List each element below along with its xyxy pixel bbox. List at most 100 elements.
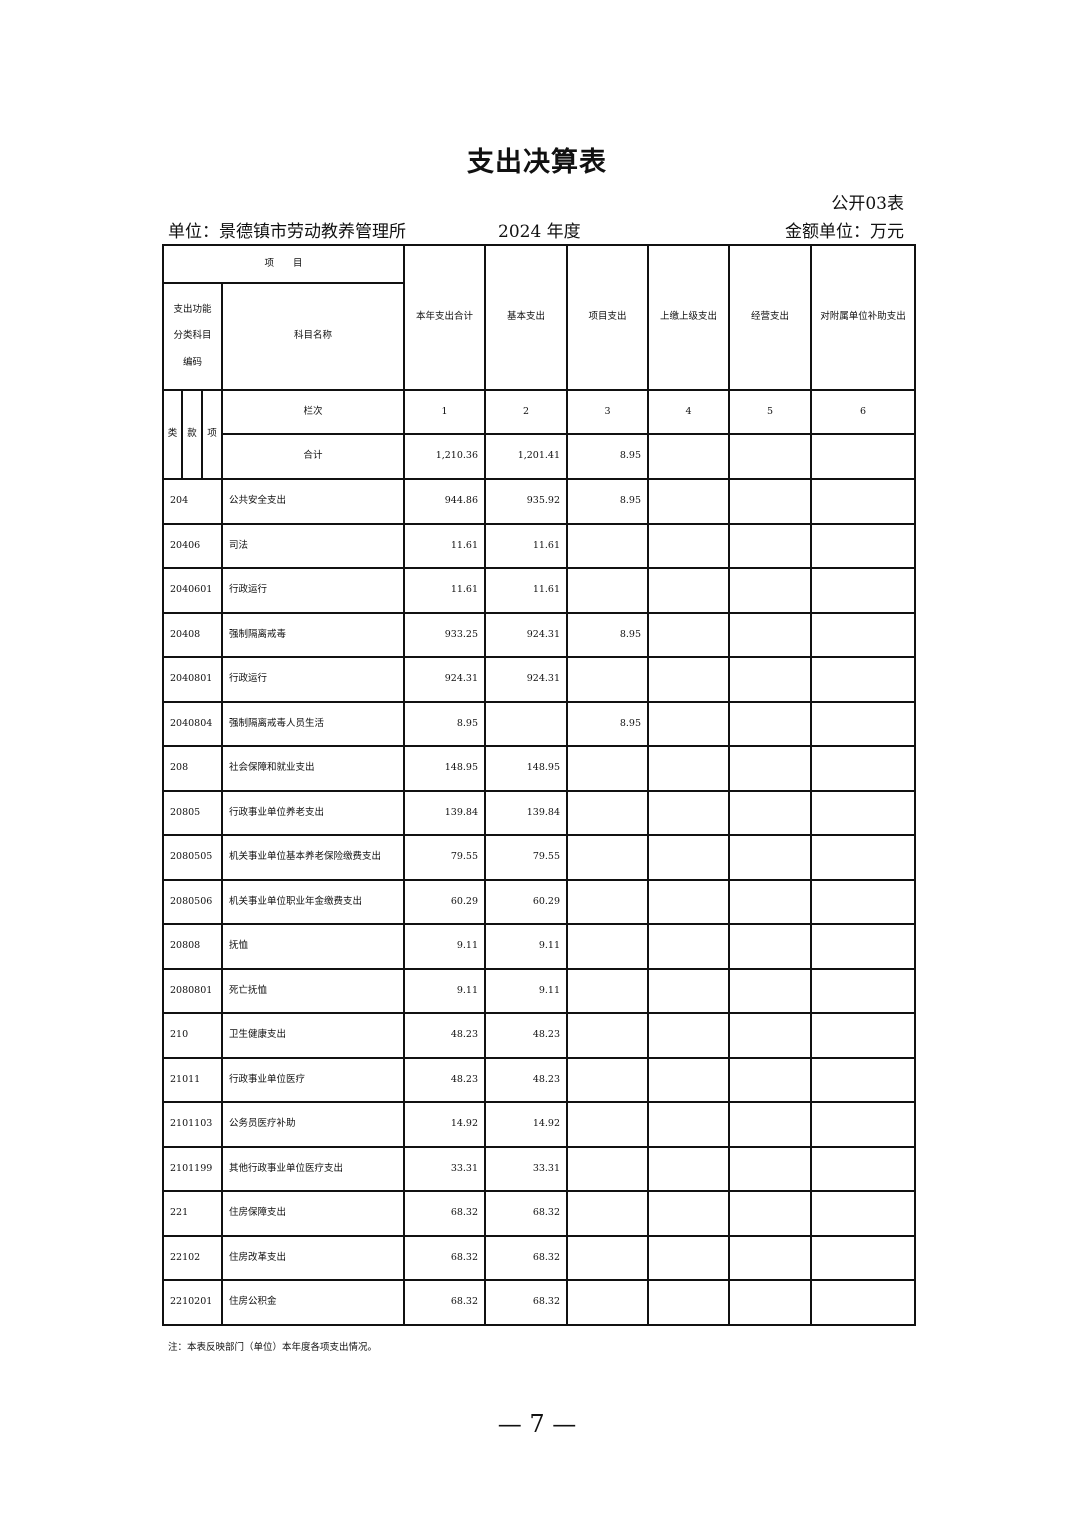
- row-code: 2101199: [162, 1145, 223, 1192]
- row-value: [566, 745, 650, 792]
- total-value: [810, 433, 917, 480]
- total-value: 1,210.36: [403, 433, 487, 480]
- row-value: 48.23: [403, 1012, 487, 1059]
- row-value: [647, 1056, 731, 1103]
- row-value: [728, 1279, 813, 1326]
- row-value: [728, 1234, 813, 1281]
- row-value: 148.95: [484, 745, 569, 792]
- table-row: 2040601 行政运行 11.61 11.61: [162, 567, 917, 614]
- row-value: 48.23: [403, 1056, 487, 1103]
- row-code: 2040801: [162, 656, 223, 703]
- row-value: 944.86: [403, 478, 487, 525]
- row-name: 住房保障支出: [220, 1190, 406, 1237]
- row-name: 公务员医疗补助: [220, 1101, 406, 1148]
- row-value: [728, 567, 813, 614]
- row-value: [566, 1101, 650, 1148]
- row-name: 机关事业单位基本养老保险缴费支出: [220, 834, 406, 881]
- row-value: [647, 478, 731, 525]
- table-row: 20408 强制隔离戒毒 933.25 924.31 8.95: [162, 611, 917, 658]
- row-value: [728, 478, 813, 525]
- row-value: 11.61: [484, 567, 569, 614]
- header-col: 项目支出: [566, 244, 650, 391]
- row-value: 9.11: [484, 967, 569, 1014]
- row-value: [728, 700, 813, 747]
- row-value: 8.95: [403, 700, 487, 747]
- expenditure-table: 项 目 本年支出合计 基本支出 项目支出 上缴上级支出 经营支出 对附属单位补助…: [161, 244, 917, 1326]
- form-number: 公开03表: [831, 194, 904, 214]
- row-code: 20408: [162, 611, 223, 658]
- row-value: [566, 923, 650, 970]
- table-row: 2080506 机关事业单位职业年金缴费支出 60.29 60.29: [162, 878, 917, 925]
- row-value: [728, 1012, 813, 1059]
- table-row: 2080801 死亡抚恤 9.11 9.11: [162, 967, 917, 1014]
- total-value: [647, 433, 731, 480]
- row-value: [647, 522, 731, 569]
- row-value: [647, 1234, 731, 1281]
- page-title: 支出决算表: [467, 147, 607, 178]
- row-value: 9.11: [403, 923, 487, 970]
- total-label: 合计: [220, 433, 406, 480]
- header-name: 科目名称: [220, 282, 406, 391]
- row-name: 抚恤: [220, 923, 406, 970]
- row-name: 社会保障和就业支出: [220, 745, 406, 792]
- table-row: 221 住房保障支出 68.32 68.32: [162, 1190, 917, 1237]
- row-value: [566, 1279, 650, 1326]
- row-name: 行政运行: [220, 567, 406, 614]
- row-value: [810, 967, 917, 1014]
- row-value: [728, 1056, 813, 1103]
- row-value: [647, 834, 731, 881]
- row-value: 79.55: [403, 834, 487, 881]
- row-value: [647, 1279, 731, 1326]
- row-value: 14.92: [403, 1101, 487, 1148]
- table-row: 20805 行政事业单位养老支出 139.84 139.84: [162, 789, 917, 836]
- table-row: 210 卫生健康支出 48.23 48.23: [162, 1012, 917, 1059]
- row-code: 2040601: [162, 567, 223, 614]
- row-name: 住房改革支出: [220, 1234, 406, 1281]
- row-value: 9.11: [403, 967, 487, 1014]
- header-xiang: 项: [201, 389, 223, 480]
- col-num: 6: [810, 389, 917, 435]
- table-note: 注：本表反映部门（单位）本年度各项支出情况。: [168, 1342, 378, 1353]
- header-col: 基本支出: [484, 244, 569, 391]
- row-value: [647, 923, 731, 970]
- row-value: [810, 611, 917, 658]
- row-value: 79.55: [484, 834, 569, 881]
- row-value: 48.23: [484, 1056, 569, 1103]
- table-row: 204 公共安全支出 944.86 935.92 8.95: [162, 478, 917, 525]
- row-value: [728, 1190, 813, 1237]
- row-value: 68.32: [484, 1234, 569, 1281]
- row-value: [647, 1012, 731, 1059]
- header-col: 上缴上级支出: [647, 244, 731, 391]
- header-code: 支出功能分类科目编码: [162, 282, 223, 391]
- header-kuan: 款: [181, 389, 203, 480]
- row-value: [728, 789, 813, 836]
- row-code: 22102: [162, 1234, 223, 1281]
- row-value: [566, 1190, 650, 1237]
- row-value: 33.31: [403, 1145, 487, 1192]
- row-value: 14.92: [484, 1101, 569, 1148]
- row-code: 2080505: [162, 834, 223, 881]
- row-value: 11.61: [403, 522, 487, 569]
- row-name: 行政运行: [220, 656, 406, 703]
- row-value: [810, 656, 917, 703]
- row-value: [728, 656, 813, 703]
- row-value: [728, 522, 813, 569]
- row-value: [566, 1012, 650, 1059]
- row-value: 33.31: [484, 1145, 569, 1192]
- table-row: 2101199 其他行政事业单位医疗支出 33.31 33.31: [162, 1145, 917, 1192]
- row-code: 20805: [162, 789, 223, 836]
- row-name: 住房公积金: [220, 1279, 406, 1326]
- table-row: 2040801 行政运行 924.31 924.31: [162, 656, 917, 703]
- row-value: 11.61: [484, 522, 569, 569]
- total-value: 1,201.41: [484, 433, 569, 480]
- row-value: [647, 611, 731, 658]
- row-name: 强制隔离戒毒: [220, 611, 406, 658]
- row-value: [810, 1056, 917, 1103]
- table-row: 208 社会保障和就业支出 148.95 148.95: [162, 745, 917, 792]
- row-value: 924.31: [484, 611, 569, 658]
- row-value: 935.92: [484, 478, 569, 525]
- row-value: 68.32: [484, 1190, 569, 1237]
- row-value: [810, 923, 917, 970]
- header-col: 本年支出合计: [403, 244, 487, 391]
- row-value: [810, 745, 917, 792]
